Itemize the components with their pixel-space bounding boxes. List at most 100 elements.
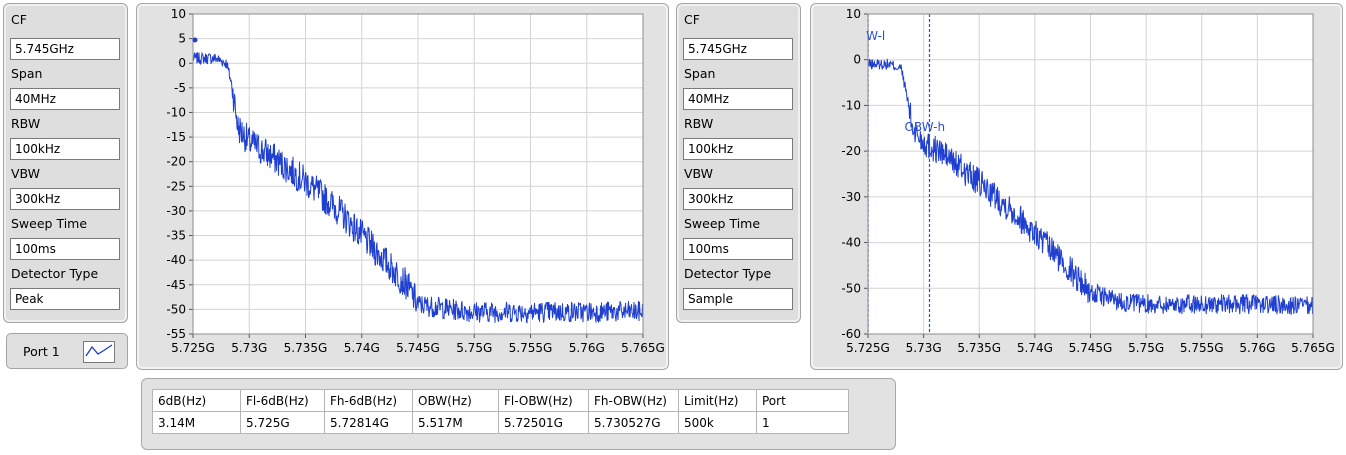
y-tick-label: -50 [841,281,861,295]
table-cell: 3.14M [152,411,241,434]
cf-label: CF [684,12,700,27]
table-row: 3.14M 5.725G 5.72814G 5.517M 5.72501G 5.… [152,411,849,434]
y-tick-label: -25 [166,179,186,193]
sweep-time-label: Sweep Time [11,216,88,231]
y-tick-label: -20 [166,155,186,169]
port-indicator: Port 1 [6,333,128,369]
table-cell: 5.72814G [324,411,413,434]
rbw-label: RBW [684,116,714,131]
table-cell: 500k [678,411,757,434]
span-field[interactable]: 40MHz [683,88,793,110]
sweep-time-label: Sweep Time [684,216,761,231]
y-tick-label: 10 [171,7,186,21]
y-tick-label: -30 [166,204,186,218]
rbw-field[interactable]: 100kHz [683,138,793,160]
rbw-label: RBW [11,116,41,131]
x-tick-label: 5.725G [846,341,890,355]
x-tick-label: 5.75G [456,341,492,355]
results-header-row: 6dB(Hz) Fl-6dB(Hz) Fh-6dB(Hz) OBW(Hz) Fl… [152,389,849,412]
trace-icon [85,344,113,357]
y-tick-label: -5 [174,81,186,95]
x-tick-label: 5.73G [231,341,267,355]
sweep-time-field[interactable]: 100ms [10,238,120,260]
detector-type-field[interactable]: Sample [683,288,793,310]
cursor-label-obw-h: OBW-h [904,120,945,134]
vbw-label: VBW [11,166,41,181]
y-tick-label: -55 [166,327,186,341]
y-tick-label: -50 [166,302,186,316]
x-tick-label: 5.735G [957,341,1001,355]
x-tick-label: 5.765G [1291,341,1335,355]
trace-legend-swatch[interactable] [83,341,115,363]
x-tick-label: 5.75G [1128,341,1164,355]
detector-type-label: Detector Type [684,266,772,281]
y-tick-label: -40 [841,236,861,250]
vbw-field[interactable]: 300kHz [683,188,793,210]
table-cell: 5.72501G [498,411,589,434]
peak-marker [192,37,198,43]
port-label: Port 1 [23,344,60,359]
cf-field[interactable]: 5.745GHz [683,38,793,60]
x-tick-label: 5.76G [569,341,605,355]
rbw-field[interactable]: 100kHz [10,138,120,160]
y-tick-label: 10 [846,7,861,21]
plot-border [867,13,1314,335]
y-tick-label: 0 [178,56,186,70]
x-tick-label: 5.765G [621,341,665,355]
span-label: Span [11,66,43,81]
settings-panel-right: CF 5.745GHz Span 40MHz RBW 100kHz VBW 30… [676,3,801,323]
span-field[interactable]: 40MHz [10,88,120,110]
header-cell: Port [756,389,849,412]
x-tick-label: 5.74G [1017,341,1053,355]
x-tick-label: 5.735G [284,341,328,355]
header-cell: 6dB(Hz) [152,389,241,412]
x-tick-label: 5.73G [906,341,942,355]
y-tick-label: -45 [166,278,186,292]
header-cell: Fl-6dB(Hz) [240,389,325,412]
detector-type-label: Detector Type [11,266,99,281]
settings-panel-left: CF 5.745GHz Span 40MHz RBW 100kHz VBW 30… [3,3,128,323]
spectrum-chart-right[interactable]: 5.725G 5.73G 5.735G 5.74G 5.745G 5.75G 5.755G 5… [811,4,1344,371]
spectrum-trace [867,58,1314,315]
detector-type-field[interactable]: Peak [10,288,120,310]
y-tick-label: -20 [841,144,861,158]
x-tick-label: 5.755G [509,341,553,355]
table-cell: 1 [756,411,849,434]
y-tick-label: 5 [178,32,186,46]
x-tick-label: 5.76G [1239,341,1275,355]
spectrum-graph-left: 5.725G 5.73G 5.735G 5.74G 5.745G 5.75G 5.755G 5… [136,3,669,370]
header-cell: Limit(Hz) [678,389,757,412]
spectrum-chart-left[interactable]: 5.725G 5.73G 5.735G 5.74G 5.745G 5.75G 5.755G 5… [137,4,670,371]
x-tick-label: 5.745G [396,341,440,355]
vbw-field[interactable]: 300kHz [10,188,120,210]
cf-label: CF [11,12,27,27]
table-cell: 5.725G [240,411,325,434]
spectrum-graph-right: 5.725G 5.73G 5.735G 5.74G 5.745G 5.75G 5.755G 5… [810,3,1343,370]
x-tick-label: 5.745G [1069,341,1113,355]
table-cell: 5.517M [412,411,499,434]
x-tick-label: 5.74G [344,341,380,355]
y-tick-label: -60 [841,327,861,341]
x-tick-label: 5.755G [1180,341,1224,355]
header-cell: OBW(Hz) [412,389,499,412]
vbw-label: VBW [684,166,714,181]
sweep-time-field[interactable]: 100ms [683,238,793,260]
cf-field[interactable]: 5.745GHz [10,38,120,60]
y-tick-label: 0 [853,53,861,67]
x-tick-label: 5.725G [171,341,215,355]
y-tick-label: -10 [841,98,861,112]
header-cell: Fh-OBW(Hz) [588,389,679,412]
y-tick-label: -35 [166,229,186,243]
header-cell: Fl-OBW(Hz) [498,389,589,412]
results-table: 6dB(Hz) Fl-6dB(Hz) Fh-6dB(Hz) OBW(Hz) Fl… [152,389,849,434]
y-tick-label: -40 [166,253,186,267]
spectrum-trace [192,51,644,324]
y-tick-label: -15 [166,130,186,144]
y-tick-label: -30 [841,190,861,204]
header-cell: Fh-6dB(Hz) [324,389,413,412]
span-label: Span [684,66,716,81]
y-tick-label: -10 [166,105,186,119]
results-table-frame: 6dB(Hz) Fl-6dB(Hz) Fh-6dB(Hz) OBW(Hz) Fl… [141,378,896,450]
cursor-label-w-l: W-l [866,29,885,43]
plot-border [192,13,644,335]
